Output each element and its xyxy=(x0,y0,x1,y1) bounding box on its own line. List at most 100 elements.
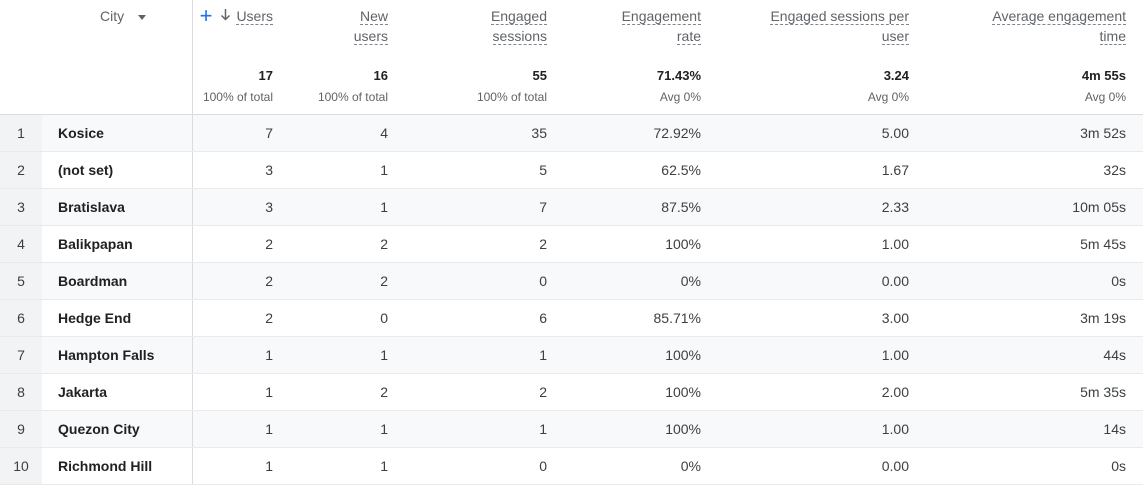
engagement-rate-cell: 87.5% xyxy=(564,188,718,226)
users-cell: 1 xyxy=(192,373,290,411)
city-cell: Bratislava xyxy=(42,188,193,226)
add-dimension-button[interactable]: + xyxy=(197,4,215,28)
users-cell: 2 xyxy=(192,299,290,337)
avg-engagement-time-cell: 5m 45s xyxy=(926,225,1143,263)
table-row[interactable]: 10 Richmond Hill 1 1 0 0% 0.00 0s xyxy=(0,447,1143,485)
engaged-per-user-cell: 1.00 xyxy=(718,225,926,263)
table-row[interactable]: 5 Boardman 2 2 0 0% 0.00 0s xyxy=(0,262,1143,300)
new-users-total: 16 xyxy=(373,68,388,83)
table-row[interactable]: 8 Jakarta 1 2 2 100% 2.00 5m 35s xyxy=(0,373,1143,411)
avg-engagement-time-cell: 44s xyxy=(926,336,1143,374)
engaged-sessions-header-label-2: sessions xyxy=(492,28,547,45)
engaged-sessions-cell: 6 xyxy=(405,299,564,337)
row-index: 2 xyxy=(0,151,42,189)
users-total-sub: 100% of total xyxy=(202,90,273,104)
users-cell: 3 xyxy=(192,188,290,226)
engaged-per-user-cell: 2.33 xyxy=(718,188,926,226)
engaged-per-user-cell: 0.00 xyxy=(718,447,926,485)
engaged-per-user-total: 3.24 xyxy=(883,68,909,83)
caret-down-icon xyxy=(138,14,147,20)
avg-engagement-time-cell: 5m 35s xyxy=(926,373,1143,411)
engaged-per-user-cell: 1.00 xyxy=(718,336,926,374)
engaged-sessions-cell: 1 xyxy=(405,336,564,374)
engagement-rate-cell: 85.71% xyxy=(564,299,718,337)
table-row[interactable]: 1 Kosice 7 4 35 72.92% 5.00 3m 52s xyxy=(0,114,1143,152)
users-cell: 1 xyxy=(192,447,290,485)
engagement-rate-cell: 100% xyxy=(564,225,718,263)
city-header-label: City xyxy=(100,8,125,24)
avg-engagement-time-header-label-2: time xyxy=(1099,28,1126,45)
city-cell: Richmond Hill xyxy=(42,447,193,485)
engaged-sessions-header-label-1: Engaged xyxy=(490,8,547,25)
engagement-rate-cell: 0% xyxy=(564,447,718,485)
table-row[interactable]: 6 Hedge End 2 0 6 85.71% 3.00 3m 19s xyxy=(0,299,1143,337)
avg-engagement-time-cell: 14s xyxy=(926,410,1143,448)
new-users-header-label-2: users xyxy=(353,28,388,45)
new-users-cell: 1 xyxy=(290,410,405,448)
engaged-sessions-cell: 0 xyxy=(405,262,564,300)
city-cell: Boardman xyxy=(42,262,193,300)
engaged-sessions-cell: 7 xyxy=(405,188,564,226)
engaged-per-user-header-label-1: Engaged sessions per xyxy=(770,8,909,25)
users-cell: 1 xyxy=(192,410,290,448)
engagement-rate-cell: 72.92% xyxy=(564,114,718,152)
engaged-per-user-cell: 2.00 xyxy=(718,373,926,411)
users-total: 17 xyxy=(258,68,273,83)
users-cell: 2 xyxy=(192,262,290,300)
row-index: 6 xyxy=(0,299,42,337)
city-cell: Hedge End xyxy=(42,299,193,337)
new-users-cell: 1 xyxy=(290,151,405,189)
engaged-sessions-cell: 5 xyxy=(405,151,564,189)
engagement-rate-cell: 0% xyxy=(564,262,718,300)
avg-engagement-time-header-label-1: Average engagement xyxy=(992,8,1126,25)
new-users-header[interactable]: New users 16 100% of total xyxy=(290,0,405,115)
table-header-row: City + Users 17 100% of tota xyxy=(0,0,1143,115)
new-users-cell: 4 xyxy=(290,114,405,152)
engagement-rate-total: 71.43% xyxy=(656,68,701,83)
table-row[interactable]: 2 (not set) 3 1 5 62.5% 1.67 32s xyxy=(0,151,1143,189)
engaged-sessions-total-sub: 100% of total xyxy=(476,90,547,104)
city-dimension-selector[interactable]: City xyxy=(100,8,147,24)
engaged-sessions-total: 55 xyxy=(532,68,547,83)
city-cell: Hampton Falls xyxy=(42,336,193,374)
new-users-cell: 1 xyxy=(290,447,405,485)
engagement-rate-total-sub: Avg 0% xyxy=(659,90,701,104)
users-header-label: Users xyxy=(236,8,273,25)
table-row[interactable]: 7 Hampton Falls 1 1 1 100% 1.00 44s xyxy=(0,336,1143,374)
users-cell: 2 xyxy=(192,225,290,263)
new-users-total-sub: 100% of total xyxy=(317,90,388,104)
new-users-cell: 2 xyxy=(290,225,405,263)
engaged-per-user-cell: 3.00 xyxy=(718,299,926,337)
engaged-per-user-header[interactable]: Engaged sessions per user 3.24 Avg 0% xyxy=(718,0,926,115)
city-cell: Kosice xyxy=(42,114,193,152)
engaged-sessions-cell: 2 xyxy=(405,225,564,263)
avg-engagement-time-cell: 32s xyxy=(926,151,1143,189)
engagement-rate-header[interactable]: Engagement rate 71.43% Avg 0% xyxy=(564,0,718,115)
table-row[interactable]: 4 Balikpapan 2 2 2 100% 1.00 5m 45s xyxy=(0,225,1143,263)
table-row[interactable]: 3 Bratislava 3 1 7 87.5% 2.33 10m 05s xyxy=(0,188,1143,226)
engaged-sessions-cell: 1 xyxy=(405,410,564,448)
users-header[interactable]: Users 17 100% of total xyxy=(192,0,290,115)
city-cell: Jakarta xyxy=(42,373,193,411)
engaged-per-user-header-label-2: user xyxy=(881,28,909,45)
engaged-per-user-cell: 1.00 xyxy=(718,410,926,448)
arrow-down-icon xyxy=(220,7,231,27)
users-cell: 3 xyxy=(192,151,290,189)
avg-engagement-time-cell: 0s xyxy=(926,262,1143,300)
avg-engagement-time-total: 4m 55s xyxy=(1081,68,1126,83)
new-users-cell: 1 xyxy=(290,336,405,374)
users-cell: 1 xyxy=(192,336,290,374)
plus-icon: + xyxy=(199,3,213,28)
city-cell: (not set) xyxy=(42,151,193,189)
avg-engagement-time-header[interactable]: Average engagement time 4m 55s Avg 0% xyxy=(926,0,1143,115)
row-index: 3 xyxy=(0,188,42,226)
table-row[interactable]: 9 Quezon City 1 1 1 100% 1.00 14s xyxy=(0,410,1143,448)
engagement-rate-cell: 100% xyxy=(564,373,718,411)
row-index: 9 xyxy=(0,410,42,448)
engaged-sessions-cell: 0 xyxy=(405,447,564,485)
engaged-sessions-header[interactable]: Engaged sessions 55 100% of total xyxy=(405,0,564,115)
avg-engagement-time-total-sub: Avg 0% xyxy=(1084,90,1126,104)
row-index: 4 xyxy=(0,225,42,263)
engagement-rate-header-label-1: Engagement xyxy=(621,8,701,25)
